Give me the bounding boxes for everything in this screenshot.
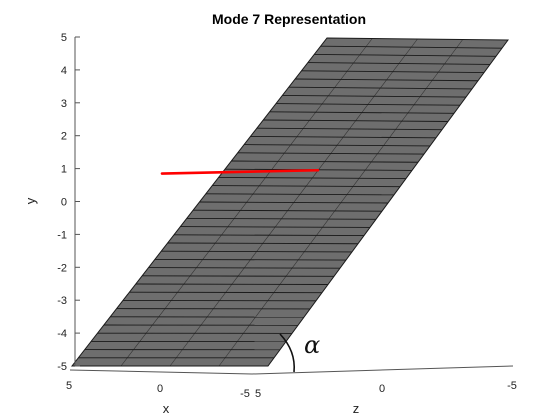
z-tick-label: 5	[255, 388, 261, 400]
y-tick-label: -2	[57, 262, 67, 274]
y-tick-label: -3	[57, 295, 67, 307]
x-axis-line	[70, 370, 252, 374]
y-tick-label: 3	[61, 98, 67, 110]
x-tick-label: 5	[66, 380, 72, 392]
x-axis-label: x	[163, 401, 170, 416]
y-tick-label: 2	[61, 131, 67, 143]
y-axis-label: y	[23, 197, 38, 204]
y-tick-label: 0	[61, 197, 67, 209]
x-tick-label: -5	[240, 388, 250, 400]
x-tick-label: 0	[157, 383, 163, 395]
y-tick-label: -4	[57, 328, 67, 340]
z-tick-label: 0	[379, 383, 385, 395]
surface-mesh	[72, 38, 508, 366]
z-tick-label: -5	[507, 380, 517, 392]
y-tick-label: 5	[61, 32, 67, 44]
z-axis-line	[252, 366, 513, 374]
y-tick-label: -1	[57, 229, 67, 241]
y-tick-label: 1	[61, 164, 67, 176]
z-axis-label: z	[353, 401, 360, 416]
chart-title: Mode 7 Representation	[212, 11, 366, 27]
alpha-annotation: α	[304, 331, 320, 359]
y-tick-label: 4	[61, 65, 67, 77]
y-tick-label: -5	[57, 361, 67, 373]
